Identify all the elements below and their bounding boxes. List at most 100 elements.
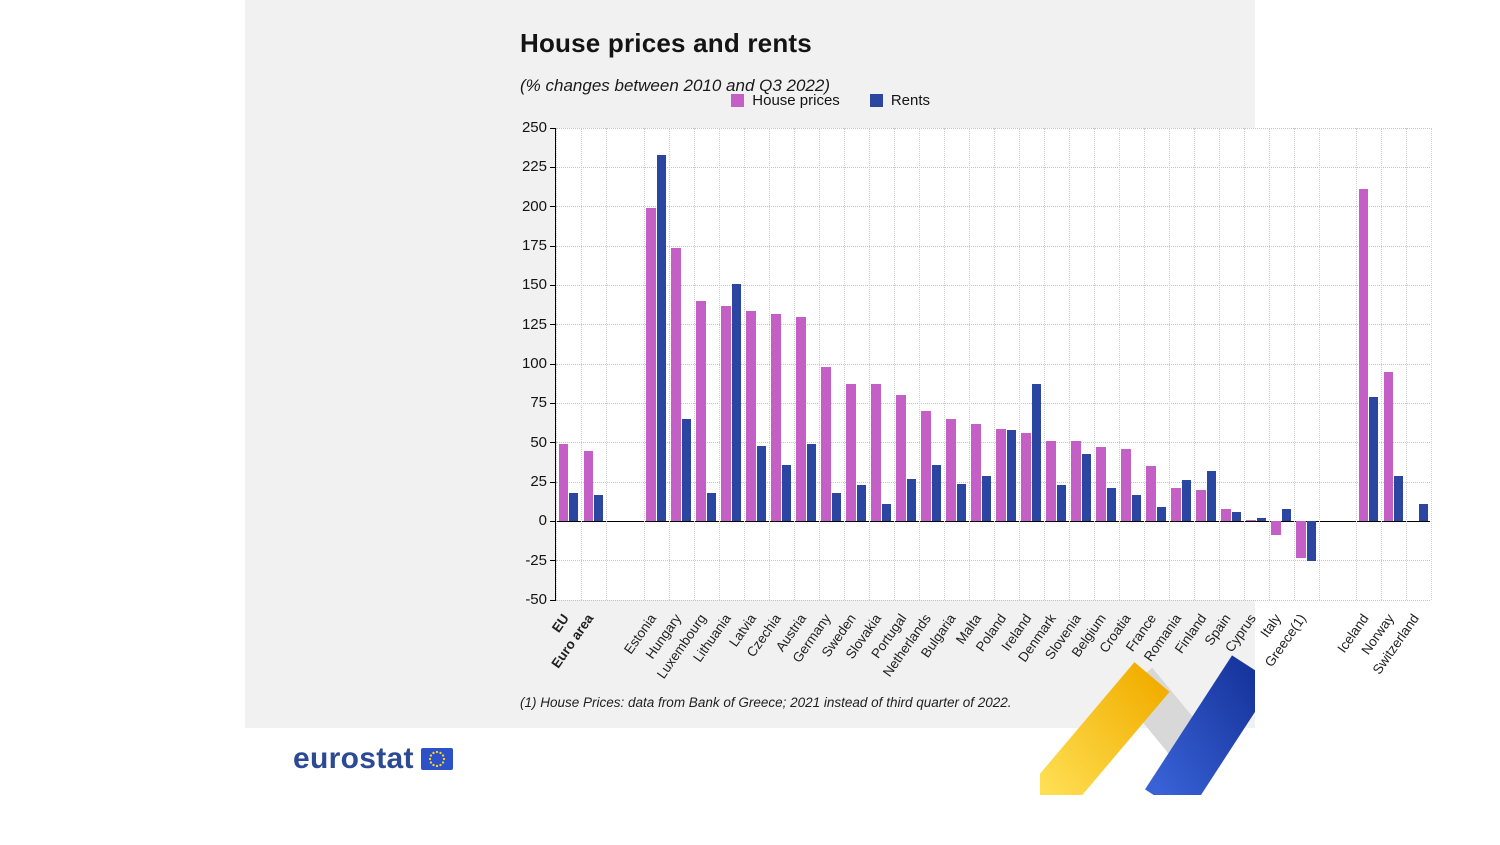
v-gridline [1143, 128, 1145, 600]
bar-rents-sweden [856, 485, 866, 522]
h-gridline [556, 402, 1430, 404]
bar-house-prices-luxembourg [696, 301, 706, 522]
y-tick-label: 0 [538, 512, 547, 530]
y-tick-label: 50 [530, 433, 547, 451]
y-tickmark [550, 245, 556, 247]
bar-house-prices-slovakia [871, 384, 881, 522]
h-gridline [556, 363, 1430, 365]
bar-house-prices-croatia [1121, 448, 1131, 522]
chart-title: House prices and rents [520, 28, 812, 58]
bar-rents-croatia [1131, 494, 1141, 522]
bar-house-prices-czechia [771, 313, 781, 522]
bar-rents-luxembourg [706, 493, 716, 522]
y-tickmark [550, 166, 556, 168]
y-tick-label: 200 [521, 197, 547, 215]
v-gridline [818, 128, 820, 600]
bar-rents-bulgaria [956, 483, 966, 522]
v-gridline [793, 128, 795, 600]
v-gridline [1043, 128, 1045, 600]
legend-swatch [869, 94, 883, 107]
eurostat-logo: eurostat [293, 742, 453, 776]
legend: House prices Rents [731, 92, 930, 109]
y-tick-label: 150 [521, 276, 547, 294]
v-gridline [1293, 128, 1295, 600]
y-axis: 250 225 200 175 150 125 100 75 50 25 0 -25 -50 [495, 119, 547, 608]
h-gridline [556, 599, 1430, 601]
eu-flag-icon [420, 748, 453, 770]
y-tick-label: 175 [521, 237, 547, 254]
bar-rents-eu [569, 493, 579, 522]
v-gridline [1356, 128, 1357, 600]
h-gridline [556, 560, 1430, 562]
y-tickmark [550, 402, 556, 404]
x-axis-label-eu: EU [548, 611, 572, 636]
v-gridline [1318, 128, 1320, 600]
y-tick-label: 125 [521, 315, 547, 333]
y-tick-label: 25 [530, 473, 547, 490]
y-tickmark [550, 206, 556, 208]
bar-house-prices-romania [1171, 488, 1181, 522]
bar-house-prices-austria [796, 316, 806, 522]
v-gridline [768, 128, 770, 600]
bar-rents-netherlands [931, 464, 941, 522]
bar-rents-slovakia [881, 504, 891, 522]
bar-house-prices-spain [1221, 508, 1231, 522]
y-tickmark [550, 520, 556, 522]
bar-house-prices-france [1146, 466, 1156, 522]
bar-rents-latvia [756, 445, 766, 522]
v-gridline [918, 128, 920, 600]
bar-rents-cyprus [1256, 518, 1266, 522]
y-tickmark [550, 127, 556, 129]
v-gridline [643, 128, 645, 600]
bar-rents-romania [1181, 480, 1191, 522]
v-gridline [1118, 128, 1120, 600]
legend-item-rents: Rents [869, 92, 930, 109]
bar-house-prices-ireland [1021, 433, 1031, 522]
v-gridline [843, 128, 845, 600]
y-tick-label: 75 [530, 394, 547, 412]
bar-rents-ireland [1031, 384, 1041, 522]
bar-rents-germany [831, 493, 841, 522]
bar-house-prices-denmark [1046, 441, 1056, 522]
bar-rents-switzerland [1419, 504, 1429, 522]
bar-rents-slovenia [1081, 453, 1091, 522]
v-gridline [1243, 128, 1245, 600]
y-tick-label: 225 [521, 158, 547, 176]
y-tickmark [550, 560, 556, 562]
v-gridline [1406, 128, 1407, 600]
bar-house-prices-germany [821, 367, 831, 522]
h-gridline [556, 284, 1430, 286]
chart-subtitle: (% changes between 2010 and Q3 2022) [520, 76, 831, 95]
v-gridline [668, 128, 670, 600]
h-gridline [556, 166, 1430, 168]
y-tickmark [550, 284, 556, 286]
v-gridline [1168, 128, 1170, 600]
v-gridline [1093, 128, 1095, 600]
bar-rents-hungary [681, 419, 691, 522]
bar-rents-finland [1206, 470, 1216, 522]
y-tick-label: 100 [521, 355, 547, 372]
v-gridline [993, 128, 995, 600]
bar-rents-spain [1231, 511, 1241, 522]
v-gridline [1381, 128, 1382, 600]
bar-rents-france [1156, 507, 1166, 522]
v-gridline [943, 128, 945, 600]
legend-swatch [731, 94, 745, 107]
y-tick-label: 250 [521, 119, 547, 136]
y-tickmark [550, 363, 556, 365]
bar-house-prices-euro-area [583, 450, 593, 522]
bar-rents-estonia [656, 154, 666, 522]
bar-house-prices-hungary [671, 247, 681, 522]
y-tickmark [550, 481, 556, 483]
bar-house-prices-iceland [1358, 189, 1368, 522]
bar-house-prices-estonia [646, 208, 656, 522]
decorative-ribbon [1040, 655, 1255, 795]
ribbon-blue-band [1145, 655, 1255, 795]
bar-house-prices-latvia [746, 310, 756, 522]
v-gridline [968, 128, 970, 600]
bar-rents-portugal [906, 478, 916, 522]
ribbon-yellow-band [1040, 662, 1170, 795]
bar-rents-poland [1006, 430, 1016, 522]
bar-house-prices-slovenia [1071, 441, 1081, 522]
bar-house-prices-poland [996, 428, 1006, 522]
